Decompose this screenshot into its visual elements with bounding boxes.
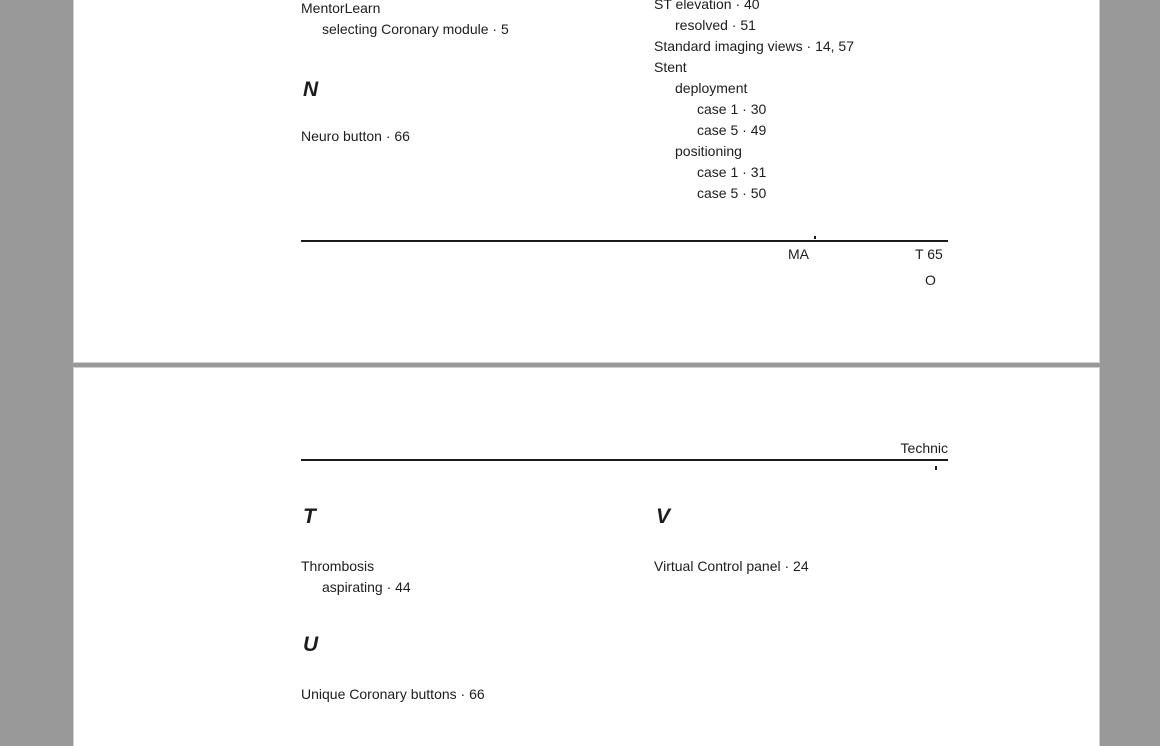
index-heading-n: N [303,78,319,101]
index-column-right: ST elevation · 40 resolved · 51 Standard… [654,0,854,204]
index-entry: aspirating · 44 [322,579,411,595]
index-entry: Stent [654,59,687,75]
footer-tick-mark [814,236,816,239]
index-column-right: V Virtual Control panel · 24 [654,505,809,577]
document-page-1: MentorLearn selecting Coronary module · … [74,0,1099,362]
index-entry: Virtual Control panel · 24 [654,558,809,574]
page-header-title: Technic [900,440,948,456]
index-heading-u: U [303,633,319,656]
index-column-left: MentorLearn selecting Coronary module · … [301,0,509,147]
index-entry: Thrombosis [301,558,375,574]
index-heading-t: T [303,505,316,528]
index-entry: Unique Coronary buttons · 66 [301,686,485,702]
index-entry: case 1 · 31 [697,164,767,180]
footer-rule [301,240,948,242]
index-entry: deployment [675,80,748,96]
index-entry: Neuro button · 66 [301,128,410,144]
index-entry: Standard imaging views · 14, 57 [654,38,854,54]
index-entry: case 1 · 30 [697,101,767,117]
index-entry: MentorLearn [301,0,381,16]
index-entry: selecting Coronary module · 5 [322,21,509,37]
footer-text-right: T 65 [915,246,943,262]
index-heading-v: V [656,505,671,528]
index-entry: positioning [675,143,742,159]
index-entry: case 5 · 49 [697,122,767,138]
index-entry: case 5 · 50 [697,185,767,201]
index-entry: ST elevation · 40 [654,0,760,12]
header-tick-mark [935,466,937,470]
footer-text-left: MA [788,246,809,262]
index-column-left: T Thrombosis aspirating · 44 U Unique Co… [301,505,485,705]
header-rule [301,459,948,461]
index-entry: resolved · 51 [675,17,756,33]
footer-text-right-line2: O [925,272,936,288]
document-page-2: Technic T Thrombosis aspirating · 44 U U… [74,368,1099,746]
